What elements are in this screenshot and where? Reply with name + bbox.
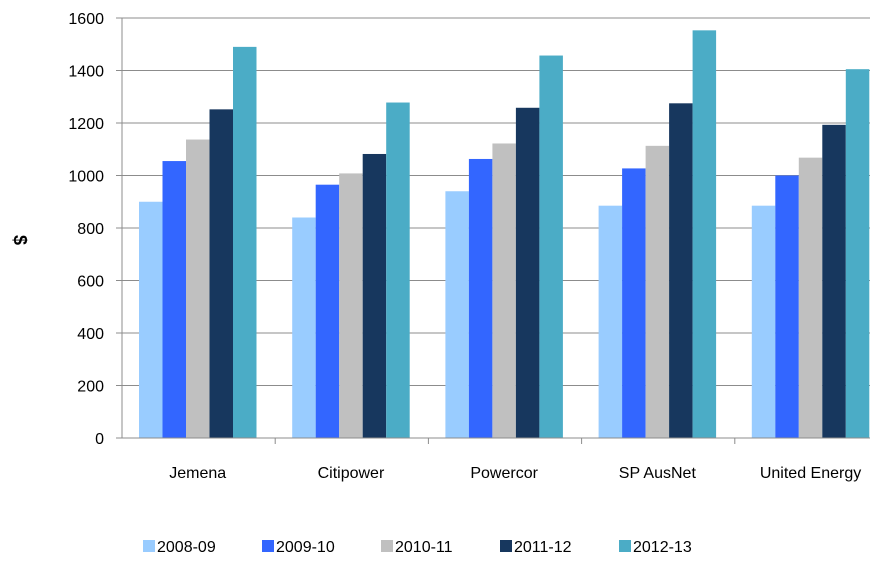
legend-swatch xyxy=(619,540,631,552)
bar-2010-11 xyxy=(186,139,210,438)
bar-2012-13 xyxy=(233,46,257,438)
bar-2010-11 xyxy=(645,145,670,438)
legend-swatch xyxy=(381,540,393,552)
legend-label: 2010-11 xyxy=(395,539,453,556)
bar-2009-10 xyxy=(315,184,340,438)
bar-2010-11 xyxy=(492,143,516,438)
axis-labels: 0 200 400 600 800 1000 1200 1400 1600 Jemena Citip… xyxy=(68,11,861,482)
bar-2008-09 xyxy=(751,205,776,438)
bar-2009-10 xyxy=(775,175,799,438)
bar-2008-09 xyxy=(292,217,316,438)
y-tick-label: 600 xyxy=(77,274,104,291)
x-category-label: United Energy xyxy=(760,465,861,482)
x-category-label: Jemena xyxy=(169,465,226,482)
legend-label: 2011-12 xyxy=(514,539,572,556)
y-tick-label: 1600 xyxy=(68,11,104,28)
bar-2011-12 xyxy=(822,124,846,439)
bar-2011-12 xyxy=(209,109,233,438)
axes xyxy=(116,17,870,444)
bar-2008-09 xyxy=(139,201,163,438)
bar-2008-09 xyxy=(445,191,469,438)
y-tick-label: 200 xyxy=(77,379,104,396)
y-tick-label: 800 xyxy=(77,221,104,238)
bar-2012-13 xyxy=(692,30,717,439)
bar-2012-13 xyxy=(845,69,870,438)
y-tick-label: 0 xyxy=(95,431,104,448)
bar-2011-12 xyxy=(669,103,693,438)
bar-2010-11 xyxy=(798,157,823,438)
bar-2008-09 xyxy=(598,205,623,438)
legend-label: 2012-13 xyxy=(633,539,692,556)
legend-swatch xyxy=(500,540,512,552)
bar-2010-11 xyxy=(339,173,363,438)
bar-2009-10 xyxy=(468,158,493,438)
y-tick-label: 1000 xyxy=(68,169,104,186)
y-tick-label: 1200 xyxy=(68,116,104,133)
bar-2012-13 xyxy=(539,55,563,438)
legend-label: 2009-10 xyxy=(276,539,335,556)
bar-2012-13 xyxy=(386,102,410,439)
bars xyxy=(139,30,870,439)
y-axis-title: $ xyxy=(10,235,30,245)
bar-2009-10 xyxy=(622,168,646,438)
bar-2011-12 xyxy=(515,107,540,439)
x-category-label: Powercor xyxy=(470,465,538,482)
legend-swatch xyxy=(143,540,155,552)
bar-2009-10 xyxy=(162,161,186,438)
legend-label: 2008-09 xyxy=(157,539,216,556)
bar-2011-12 xyxy=(362,153,387,438)
x-category-label: SP AusNet xyxy=(619,465,697,482)
y-tick-label: 400 xyxy=(77,326,104,343)
y-tick-label: 1400 xyxy=(68,64,104,81)
legend-swatch xyxy=(262,540,274,552)
legend: 2008-09 2009-10 2010-11 2011-12 2012-13 xyxy=(143,539,692,556)
x-category-label: Citipower xyxy=(318,465,385,482)
